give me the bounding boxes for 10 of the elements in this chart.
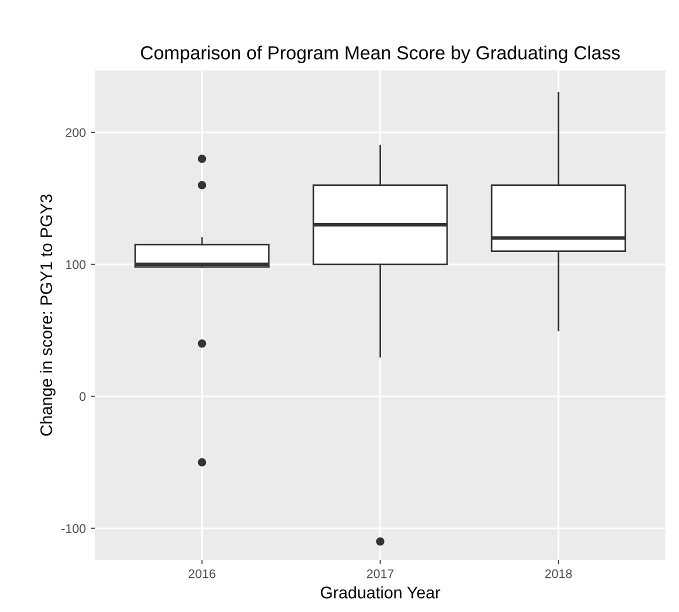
y-tick-label: 200 (66, 128, 86, 138)
y-tick-label: -100 (62, 524, 86, 533)
chart-title: Comparison of Program Mean Score by Graduating Class (140, 46, 620, 64)
x-tick-label: 2016 (188, 569, 216, 578)
x-tick-label: 2018 (545, 569, 572, 578)
x-tick-label: 2017 (366, 569, 394, 578)
y-axis-title: Change in score: PGY1 to PGY3 (40, 194, 56, 436)
y-tick-label: 100 (66, 260, 86, 270)
x-axis-title: Graduation Year (320, 586, 440, 598)
y-tick-label: 0 (80, 392, 86, 401)
